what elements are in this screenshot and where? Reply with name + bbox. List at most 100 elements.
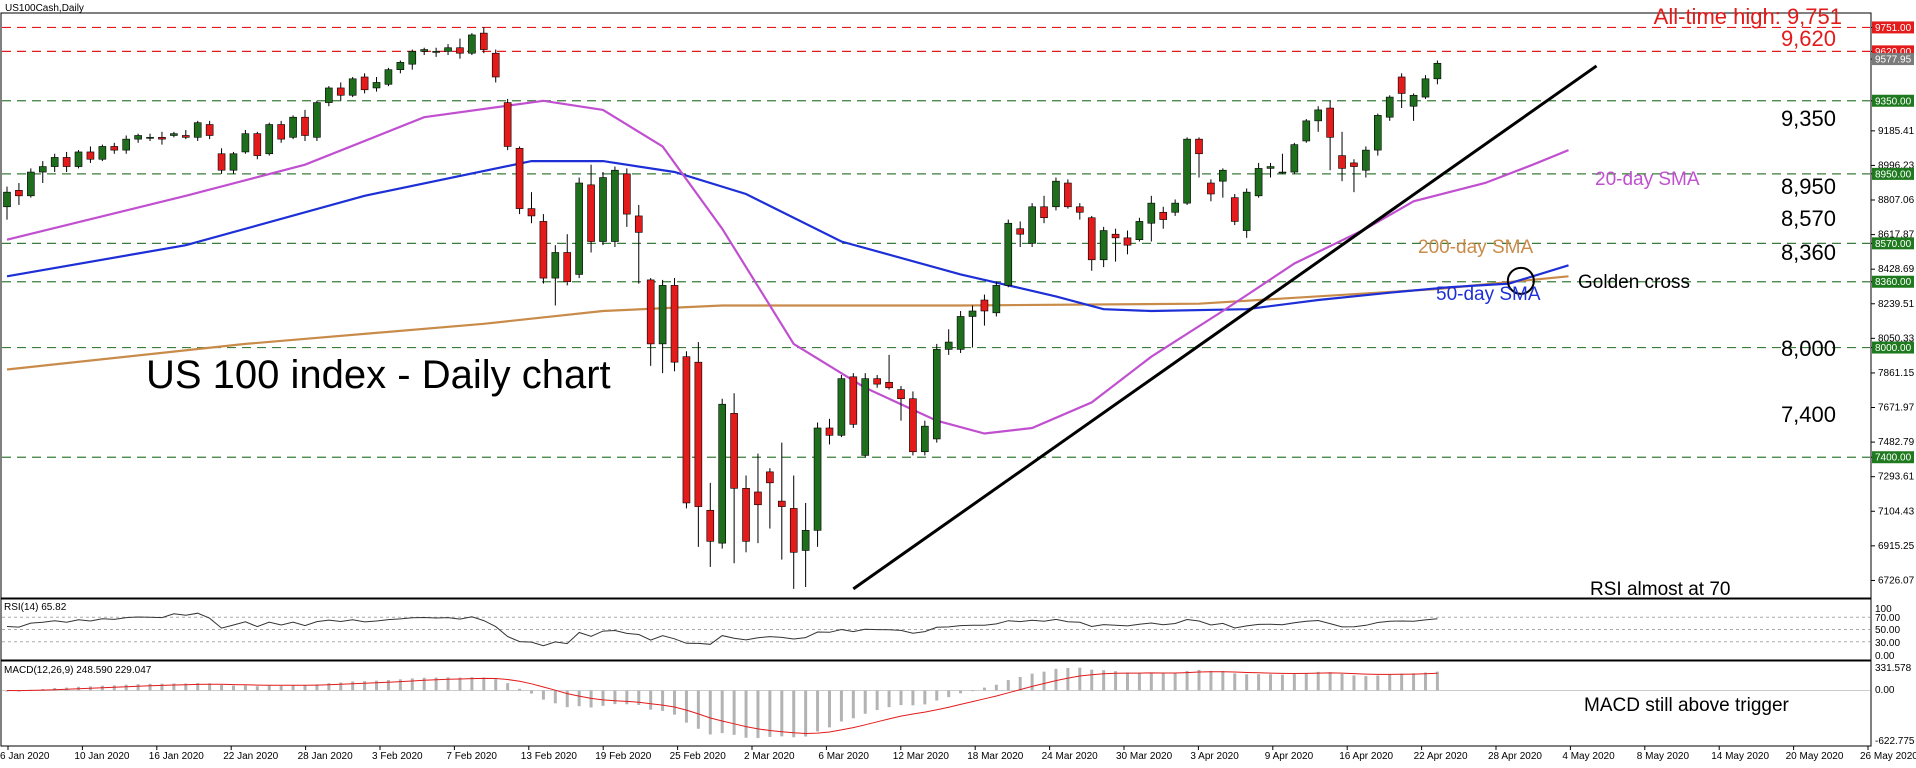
rsi-tick-30: 30.00 bbox=[1875, 638, 1900, 649]
rising-trendline bbox=[852, 64, 1598, 591]
macd-histogram-bar bbox=[613, 690, 617, 705]
macd-histogram-bar bbox=[1423, 672, 1427, 691]
ath-label: All-time high: 9,751 bbox=[1654, 4, 1842, 29]
macd-histogram-bar bbox=[386, 680, 390, 691]
macd-histogram-bar bbox=[780, 690, 784, 737]
candle bbox=[897, 385, 905, 421]
time-tick-label: 18 Mar 2020 bbox=[967, 751, 1024, 762]
bearish-candle-body bbox=[742, 488, 750, 542]
candle bbox=[62, 151, 71, 173]
macd-histogram-bar bbox=[1197, 669, 1201, 691]
rsi-annotation: RSI almost at 70 bbox=[1590, 579, 1730, 600]
macd-histogram-bar bbox=[1280, 674, 1284, 691]
bearish-candle-body bbox=[563, 252, 572, 283]
bullish-candle-body bbox=[3, 191, 11, 208]
candle bbox=[205, 120, 214, 140]
bearish-candle-body bbox=[1350, 162, 1358, 167]
price-tick-label: 7671.97 bbox=[1878, 403, 1915, 414]
candle bbox=[110, 142, 119, 154]
candle bbox=[468, 33, 476, 56]
candle bbox=[301, 109, 309, 141]
bearish-candle-body bbox=[1230, 197, 1239, 222]
bearish-candle-body bbox=[634, 215, 643, 233]
bullish-candle-body bbox=[551, 252, 560, 279]
tag-8360-bg bbox=[1872, 275, 1914, 288]
candle bbox=[193, 120, 202, 141]
candle bbox=[921, 420, 929, 456]
bullish-candle-body bbox=[1385, 96, 1394, 118]
macd-histogram-bar bbox=[410, 678, 414, 691]
macd-histogram-bar bbox=[124, 684, 128, 691]
candle bbox=[1338, 131, 1346, 182]
candle bbox=[1004, 219, 1013, 288]
candle bbox=[789, 475, 798, 589]
bearish-candle-body bbox=[182, 135, 190, 138]
candle bbox=[1433, 60, 1442, 85]
bearish-candle-body bbox=[479, 32, 488, 50]
candle bbox=[611, 166, 619, 247]
macd-histogram-bar bbox=[422, 677, 426, 691]
bullish-candle-body bbox=[241, 133, 250, 153]
bearish-candle-body bbox=[1195, 138, 1203, 155]
time-tick-label: 24 Mar 2020 bbox=[1042, 751, 1099, 762]
candle bbox=[515, 146, 524, 215]
bullish-candle-body bbox=[1374, 115, 1382, 151]
candle bbox=[420, 47, 429, 56]
candlesticks bbox=[3, 27, 1442, 589]
candle bbox=[623, 168, 631, 227]
level-label-7400: 7,400 bbox=[1781, 402, 1836, 427]
bullish-candle-body bbox=[1254, 168, 1263, 197]
macd-histogram-bar bbox=[1125, 672, 1129, 691]
rsi-label: RSI(14) 65.82 bbox=[4, 602, 67, 613]
macd-histogram-bar bbox=[1245, 674, 1249, 691]
rsi-tick-0: 0.00 bbox=[1875, 651, 1895, 662]
candle bbox=[27, 168, 35, 198]
macd-histogram-bar bbox=[1066, 667, 1070, 691]
candle bbox=[1374, 113, 1382, 156]
macd-histogram-bar bbox=[315, 684, 319, 691]
candle bbox=[1314, 106, 1322, 132]
candle bbox=[1052, 177, 1060, 211]
candle bbox=[885, 354, 893, 390]
macd-histogram-bar bbox=[529, 690, 533, 694]
bearish-candle-body bbox=[456, 47, 464, 54]
macd-histogram-bar bbox=[1400, 673, 1404, 691]
candle bbox=[503, 98, 512, 151]
candle bbox=[777, 442, 786, 560]
price-tick-label: 7293.61 bbox=[1878, 472, 1915, 483]
macd-histogram-bar bbox=[196, 683, 200, 691]
bearish-candle-body bbox=[1087, 217, 1096, 261]
candle bbox=[360, 73, 369, 94]
macd-histogram-bar bbox=[1114, 671, 1118, 691]
candle bbox=[1421, 75, 1430, 99]
bearish-candle-body bbox=[789, 508, 798, 553]
bearish-candle-body bbox=[86, 151, 95, 160]
macd-histogram-bar bbox=[875, 690, 879, 711]
candle bbox=[1242, 188, 1251, 238]
bullish-candle-body bbox=[193, 122, 202, 138]
macd-histogram-bar bbox=[1412, 673, 1416, 691]
candle bbox=[1362, 146, 1370, 178]
sma20-line bbox=[6, 99, 1569, 435]
macd-histogram-bar bbox=[696, 690, 700, 729]
bearish-candle-body bbox=[1064, 182, 1072, 208]
macd-histogram-bar bbox=[1102, 670, 1106, 691]
macd-histogram-bar bbox=[959, 690, 963, 694]
macd-histogram-bar bbox=[172, 683, 176, 691]
candle bbox=[587, 164, 595, 253]
bullish-candle-body bbox=[420, 49, 429, 52]
macd-histogram-bar bbox=[1149, 672, 1153, 691]
time-tick-label: 19 Feb 2020 bbox=[595, 751, 652, 762]
trendline-layer bbox=[852, 64, 1598, 591]
macd-histogram-bar bbox=[255, 686, 259, 691]
macd-histogram-bar bbox=[887, 690, 891, 708]
price-tick-label: 6915.25 bbox=[1878, 541, 1915, 552]
level-label-8570: 8,570 bbox=[1781, 206, 1836, 231]
bullish-candle-body bbox=[98, 146, 107, 160]
tag-8950: 8950.00 bbox=[1875, 169, 1912, 180]
time-tick-label: 28 Apr 2020 bbox=[1488, 751, 1542, 762]
macd-histogram-bar bbox=[1269, 674, 1273, 691]
tag-9350-bg bbox=[1872, 94, 1914, 107]
macd-histogram-bar bbox=[1340, 673, 1344, 691]
chart-title: US 100 index - Daily chart bbox=[146, 353, 611, 397]
